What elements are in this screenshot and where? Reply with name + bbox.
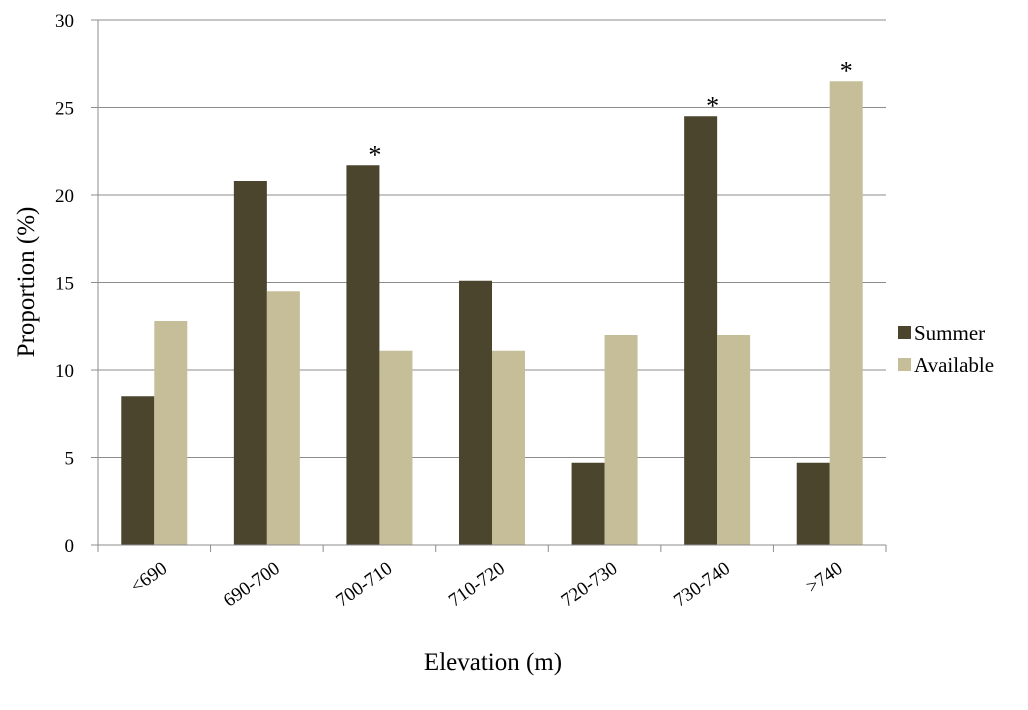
y-tick-label: 5	[65, 449, 75, 470]
y-tick-label: 10	[55, 361, 74, 382]
legend-swatch-available	[898, 358, 911, 371]
x-axis-title: Elevation (m)	[424, 649, 562, 676]
bar-available-0	[154, 321, 188, 545]
y-tick-label: 15	[55, 274, 74, 295]
y-tick-label: 25	[55, 99, 74, 120]
y-tick-label: 0	[65, 536, 75, 557]
y-tick-labels: 0 5 10 15 20 25 30	[55, 11, 74, 557]
significance-marker: *	[706, 91, 719, 120]
significance-marker: *	[368, 140, 381, 169]
significance-marker: *	[840, 56, 853, 85]
y-tick-label: 20	[55, 186, 74, 207]
x-tick-label: >740	[802, 558, 846, 598]
axes	[97, 20, 887, 552]
x-tick-label: 700-710	[332, 558, 396, 612]
bar-available-6	[829, 81, 863, 545]
x-tick-label: 690-700	[220, 558, 284, 612]
legend-swatch-summer	[898, 326, 911, 339]
bar-available-5	[717, 335, 751, 545]
x-tick-labels: <690 690-700 700-710 710-720 720-730 730-740 >…	[127, 558, 847, 612]
bar-available-3	[492, 350, 525, 545]
bar-summer-5	[684, 116, 718, 545]
bar-summer-1	[233, 181, 267, 545]
x-tick-label: 720-730	[558, 558, 622, 612]
bar-summer-2	[346, 165, 380, 545]
legend: Summer Available	[898, 321, 994, 377]
bar-available-1	[266, 291, 300, 545]
significance-markers: * * *	[368, 56, 852, 169]
legend-label-summer: Summer	[914, 321, 985, 345]
legend-label-available: Available	[914, 353, 994, 377]
bar-summer-4	[571, 462, 605, 545]
y-tick-label: 30	[55, 11, 74, 32]
x-tick-label: 730-740	[670, 558, 734, 612]
bar-available-2	[379, 350, 413, 545]
bar-summer-0	[121, 396, 155, 545]
x-tick-label: <690	[127, 558, 171, 598]
y-axis-title: Proportion (%)	[13, 207, 40, 358]
bar-summer-6	[796, 462, 830, 545]
x-tick-label: 710-720	[445, 558, 509, 612]
bar-summer-3	[459, 280, 492, 545]
bar-available-4	[604, 335, 638, 545]
bars	[121, 81, 863, 545]
